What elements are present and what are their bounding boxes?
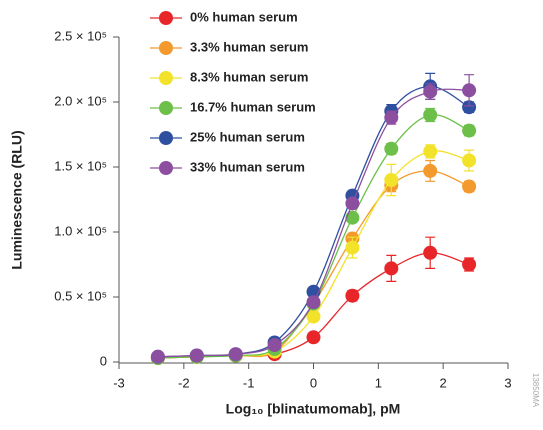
- y-axis-label: Luminescence (RLU): [9, 130, 25, 269]
- y-tick-label: 1.5 × 10⁵: [54, 158, 107, 173]
- data-point: [345, 210, 360, 225]
- data-point: [384, 261, 399, 276]
- data-point: [384, 173, 399, 187]
- legend-label: 0% human serum: [190, 9, 298, 24]
- data-point: [345, 288, 360, 303]
- legend-label: 25% human serum: [190, 129, 305, 144]
- y-tick-label: 0.5 × 10⁵: [54, 288, 107, 303]
- data-point: [423, 245, 438, 260]
- data-point: [306, 295, 321, 310]
- y-tick-label: 2.0 × 10⁵: [54, 93, 107, 108]
- legend-label: 16.7% human serum: [190, 99, 316, 114]
- data-point: [462, 179, 477, 194]
- legend-label: 33% human serum: [190, 159, 305, 174]
- x-tick-label: 3: [504, 375, 511, 390]
- x-tick-label: 0: [310, 375, 317, 390]
- fit-curve: [157, 88, 470, 358]
- data-point: [384, 141, 399, 156]
- y-tick-label: 0: [100, 353, 107, 368]
- data-point: [462, 257, 477, 272]
- x-tick-label: -1: [243, 375, 255, 390]
- data-point: [423, 108, 438, 122]
- x-tick-label: 2: [440, 375, 447, 390]
- data-point: [462, 123, 477, 138]
- data-point: [267, 338, 282, 353]
- legend-marker: [159, 161, 173, 175]
- data-point: [384, 110, 399, 125]
- legend-label: 8.3% human serum: [190, 69, 309, 84]
- data-point: [462, 153, 477, 168]
- data-point: [462, 100, 477, 115]
- data-point: [423, 163, 438, 178]
- y-tick-label: 1.0 × 10⁵: [54, 223, 107, 238]
- data-point: [228, 347, 243, 362]
- data-point: [189, 348, 204, 363]
- legend-marker: [159, 131, 173, 145]
- data-point: [306, 309, 321, 324]
- data-point: [345, 240, 360, 255]
- watermark: 13850MA: [531, 373, 540, 408]
- legend-label: 3.3% human serum: [190, 39, 309, 54]
- x-tick-label: -3: [113, 375, 125, 390]
- data-point: [306, 330, 321, 345]
- legend-marker: [159, 11, 173, 25]
- data-point: [423, 84, 438, 99]
- legend-marker: [159, 101, 173, 115]
- data-point: [462, 83, 477, 98]
- legend-marker: [159, 41, 173, 55]
- x-tick-label: 1: [375, 375, 382, 390]
- data-point: [423, 144, 438, 159]
- fit-curve: [157, 170, 470, 359]
- y-tick-label: 2.5 × 10⁵: [54, 28, 107, 43]
- data-point: [150, 349, 165, 364]
- x-axis-label: Log₁₀ [blinatumomab], pM: [226, 401, 401, 417]
- data-point: [345, 196, 360, 211]
- legend-marker: [159, 71, 173, 85]
- x-tick-label: -2: [178, 375, 190, 390]
